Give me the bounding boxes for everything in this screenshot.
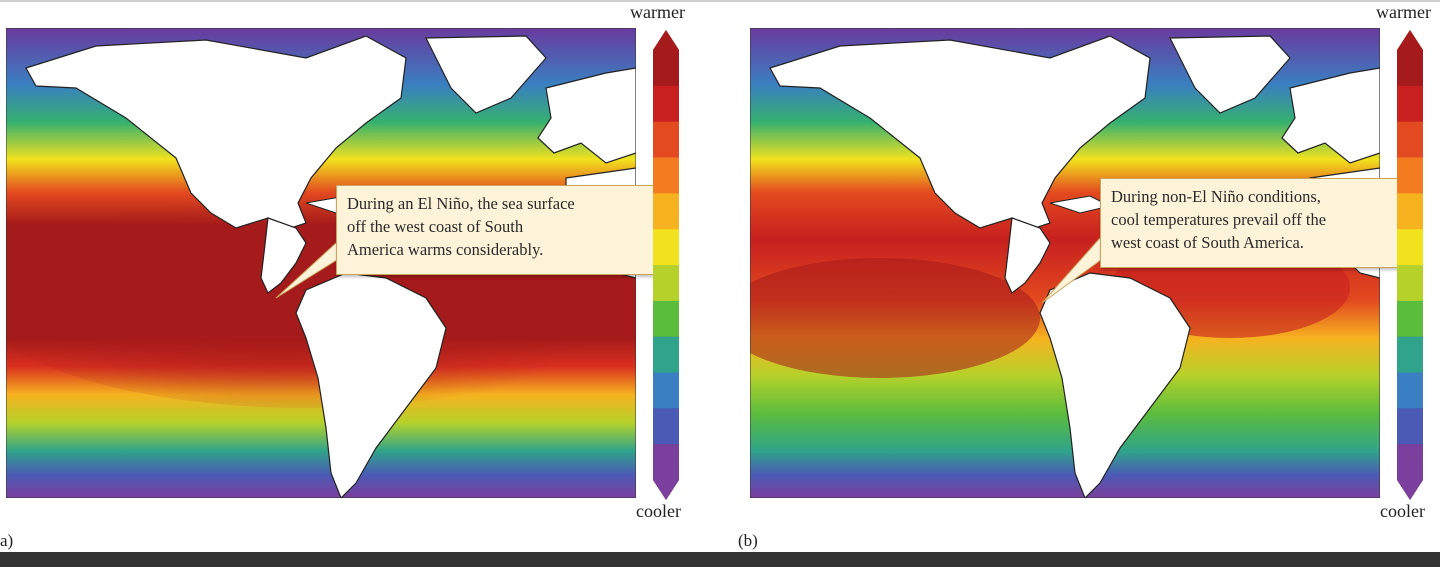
- colorbar-band: [1397, 139, 1423, 158]
- panel-a: During an El Niño, the sea surface off t…: [0, 0, 720, 552]
- footer-bar: [0, 552, 1440, 567]
- callout-el-nino: During an El Niño, the sea surface off t…: [336, 185, 656, 275]
- colorbar-band: [1397, 50, 1423, 69]
- colorbar-band: [653, 444, 679, 463]
- colorbar-band: [653, 390, 679, 409]
- colorbar-band: [1397, 408, 1423, 427]
- temperature-colorbar: [653, 30, 679, 500]
- colorbar-band: [1397, 372, 1423, 391]
- colorbar-top-tip: [653, 30, 679, 50]
- colorbar-band: [1397, 265, 1423, 284]
- callout-line: During non-El Niño conditions,: [1111, 187, 1321, 206]
- colorbar-band: [1397, 103, 1423, 123]
- colorbar-band: [1397, 229, 1423, 248]
- colorbar-band: [1397, 390, 1423, 409]
- colorbar-band: [653, 67, 679, 87]
- colorbar-band: [1397, 193, 1423, 212]
- colorbar-band: [1397, 85, 1423, 105]
- colorbar-band: [653, 282, 679, 302]
- callout-line: west coast of South America.: [1111, 233, 1304, 252]
- colorbar-band: [1397, 444, 1423, 463]
- colorbar-band: [653, 211, 679, 230]
- colorbar-band: [653, 193, 679, 212]
- callout-line: During an El Niño, the sea surface: [347, 194, 575, 213]
- colorbar-bottom-tip: [653, 480, 679, 500]
- colorbar-band: [1397, 462, 1423, 481]
- colorbar-band: [653, 175, 679, 194]
- colorbar-band: [1397, 175, 1423, 194]
- temperature-colorbar: [1397, 30, 1423, 500]
- scale-warmer-label: warmer: [630, 2, 685, 22]
- colorbar-band: [653, 50, 679, 69]
- colorbar-band: [653, 265, 679, 284]
- colorbar-bottom-tip: [1397, 480, 1423, 500]
- scale-cooler-label: cooler: [1380, 501, 1425, 521]
- colorbar-band: [653, 103, 679, 123]
- scale-warmer-label: warmer: [1376, 2, 1431, 22]
- colorbar-band: [653, 139, 679, 158]
- panel-label: a): [0, 531, 14, 550]
- colorbar-band: [1397, 354, 1423, 373]
- colorbar-band: [653, 462, 679, 481]
- callout-line: cool temperatures prevail off the: [1111, 210, 1327, 229]
- panel-label: (b): [738, 531, 758, 550]
- scale-cooler-label: cooler: [636, 501, 681, 521]
- colorbar-band: [653, 408, 679, 427]
- colorbar-band: [653, 426, 679, 445]
- colorbar-band: [653, 300, 679, 320]
- colorbar-band: [1397, 300, 1423, 320]
- colorbar-band: [653, 121, 679, 141]
- colorbar-band: [653, 336, 679, 356]
- colorbar-band: [1397, 121, 1423, 141]
- colorbar-band: [653, 354, 679, 373]
- colorbar-band: [1397, 318, 1423, 338]
- sst-map-el-nino: [6, 28, 636, 498]
- colorbar-band: [1397, 282, 1423, 302]
- colorbar-band: [653, 318, 679, 338]
- colorbar-band: [1397, 247, 1423, 266]
- colorbar-band: [653, 85, 679, 105]
- colorbar-band: [653, 247, 679, 266]
- callout-line: off the west coast of South: [347, 217, 524, 236]
- colorbar-band: [653, 372, 679, 391]
- top-rule: [0, 0, 1440, 2]
- colorbar-band: [653, 157, 679, 176]
- colorbar-band: [1397, 157, 1423, 176]
- colorbar-band: [1397, 211, 1423, 230]
- colorbar-band: [1397, 336, 1423, 356]
- callout-line: America warms considerably.: [347, 240, 544, 259]
- callout-normal: During non-El Niño conditions, cool temp…: [1100, 178, 1400, 268]
- colorbar-band: [1397, 67, 1423, 87]
- colorbar-band: [1397, 426, 1423, 445]
- colorbar-top-tip: [1397, 30, 1423, 50]
- panel-b: During non-El Niño conditions, cool temp…: [720, 0, 1440, 552]
- colorbar-band: [653, 229, 679, 248]
